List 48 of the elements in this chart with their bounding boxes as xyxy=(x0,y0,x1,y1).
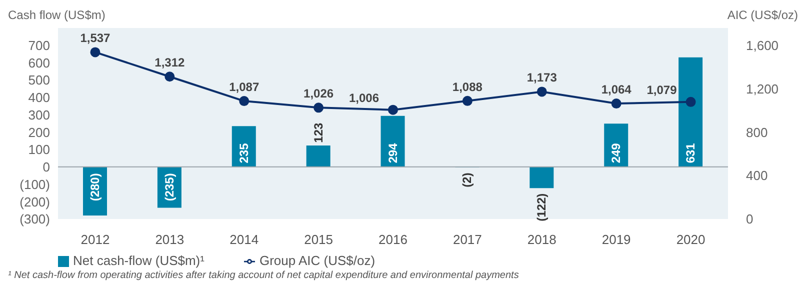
x-tick-label: 2014 xyxy=(230,232,259,248)
y-tick-label: 0 xyxy=(42,160,50,175)
data-label: 235 xyxy=(236,142,251,164)
y2-tick-label: 0 xyxy=(746,212,754,227)
y-tick-label: (200) xyxy=(20,194,50,210)
data-label: 1,087 xyxy=(229,80,260,94)
x-tick-label: 2020 xyxy=(676,232,706,248)
data-label: 1,079 xyxy=(646,82,678,97)
x-tick-label: 2012 xyxy=(80,232,110,248)
data-label: 1,312 xyxy=(154,56,186,70)
x-tick-label: 2019 xyxy=(602,232,631,248)
legend-label: Group AIC (US$/oz) xyxy=(259,253,376,268)
data-label: 1,064 xyxy=(601,82,632,97)
y2-tick-label: 1,200 xyxy=(746,81,779,96)
y-tick-label: 300 xyxy=(28,107,50,122)
data-label: (235) xyxy=(162,173,176,202)
y-tick-label: (100) xyxy=(20,176,50,192)
y-tick-label: 600 xyxy=(28,55,50,70)
data-label: (2) xyxy=(460,172,474,188)
x-tick-label: 2016 xyxy=(378,232,408,248)
data-label: 631 xyxy=(684,142,698,164)
y-tick-label: 200 xyxy=(28,124,50,140)
legend-label: Net cash-flow (US$m)¹ xyxy=(73,253,204,268)
y2-tick-label: 1,600 xyxy=(746,38,779,53)
y-tick-label: 100 xyxy=(28,142,50,158)
data-label: (280) xyxy=(88,173,102,202)
data-label: 294 xyxy=(386,142,400,164)
data-label: 1,537 xyxy=(80,31,111,46)
text: ¹ Net cash-flow from operating activities after taking account of net capital expenditure and environmental payments xyxy=(8,270,520,281)
data-label: 1,006 xyxy=(348,90,380,105)
y2-tick-label: 400 xyxy=(746,168,768,184)
x-tick-label: 2013 xyxy=(155,232,184,248)
x-tick-label: 2018 xyxy=(527,232,556,248)
x-tick-label: 2017 xyxy=(452,232,482,248)
data-label: 1,173 xyxy=(526,70,558,85)
data-label: 1,026 xyxy=(304,86,334,101)
data-label: 1,088 xyxy=(452,80,483,94)
data-label: 249 xyxy=(609,142,624,164)
x-tick-label: 2015 xyxy=(304,232,334,248)
y-tick-label: (300) xyxy=(20,212,50,227)
data-label: 123 xyxy=(311,122,326,143)
y-axis-title: Cash flow (US$m) xyxy=(8,8,106,24)
y-tick-label: 500 xyxy=(28,72,50,88)
y-tick-label: 400 xyxy=(28,90,50,106)
y2-axis-title: AIC (US$/oz) xyxy=(727,8,798,24)
y-tick-label: 700 xyxy=(28,38,50,53)
y2-tick-label: 800 xyxy=(746,124,768,140)
data-label: (122) xyxy=(534,193,549,222)
